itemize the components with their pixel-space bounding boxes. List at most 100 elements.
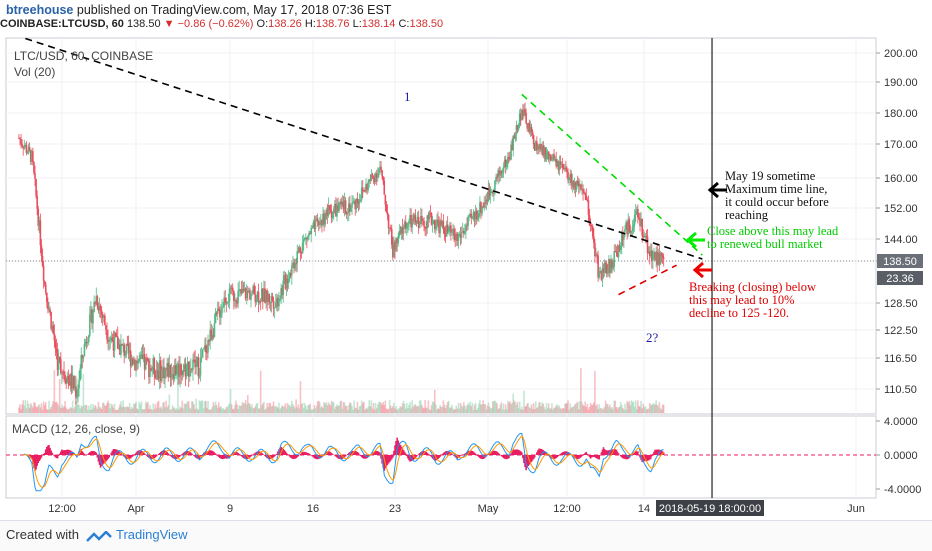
candle-body xyxy=(87,342,89,343)
candle-body xyxy=(300,248,302,253)
candle-body xyxy=(567,172,569,180)
candle-body xyxy=(272,296,274,301)
candle-body xyxy=(253,286,255,295)
candle-body xyxy=(35,179,37,196)
macd-histogram-bar xyxy=(405,453,407,455)
macd-histogram-bar xyxy=(558,455,560,456)
candle-body xyxy=(120,344,122,355)
wave-2-label: 2? xyxy=(646,330,659,345)
candle-body xyxy=(137,361,139,363)
candle-body xyxy=(19,138,21,139)
candle-body xyxy=(153,358,155,374)
macd-histogram-bar xyxy=(581,455,583,456)
candle-body xyxy=(616,251,618,253)
macd-histogram-bar xyxy=(201,455,203,456)
candle-body xyxy=(319,221,321,225)
candle-body xyxy=(41,245,43,256)
candle-body xyxy=(347,212,349,213)
candle-body xyxy=(311,228,313,229)
candle-body xyxy=(424,227,426,228)
macd-histogram-bar xyxy=(498,454,500,455)
macd-histogram-bar xyxy=(58,455,60,456)
candle-body xyxy=(467,217,469,226)
volume-bar xyxy=(59,379,61,413)
candle-body xyxy=(75,386,77,397)
candle-body xyxy=(77,388,79,396)
candle-body xyxy=(605,263,607,264)
time-note-line-1: May 19 sometime xyxy=(725,169,816,183)
candle-body xyxy=(444,228,446,234)
candle-body xyxy=(351,203,353,208)
candle-body xyxy=(26,145,28,153)
tradingview-brand-link[interactable]: TradingView xyxy=(116,527,188,542)
candle-body xyxy=(562,164,564,168)
candle-body xyxy=(36,196,38,209)
candle-body xyxy=(60,359,62,373)
candle-body xyxy=(268,294,270,302)
candle-body xyxy=(100,306,102,310)
candle-body xyxy=(580,185,582,190)
candle-body xyxy=(123,345,125,356)
price-chart[interactable]: 200.00190.00180.00170.00160.00152.00144.… xyxy=(0,0,932,520)
candle-body xyxy=(228,302,230,303)
candle-body xyxy=(598,272,600,277)
candle-body xyxy=(220,313,222,317)
candle-body xyxy=(604,263,606,273)
candle-body xyxy=(203,348,205,349)
candle-body xyxy=(207,340,209,353)
time-note-line-3: it could occur before xyxy=(725,195,829,209)
candle-body xyxy=(63,372,65,376)
candle-body xyxy=(478,213,480,218)
macd-pane-label: MACD (12, 26, close, 9) xyxy=(12,422,140,436)
macd-histogram-bar xyxy=(618,453,620,455)
candle-body xyxy=(104,316,106,326)
candle-body xyxy=(333,209,335,213)
candle-body xyxy=(303,239,305,242)
candle-body xyxy=(222,307,224,308)
candle-body xyxy=(44,281,46,284)
candle-body xyxy=(550,155,552,161)
macd-histogram-bar xyxy=(599,455,601,456)
candle-body xyxy=(388,215,390,228)
candle-body xyxy=(423,221,425,227)
candle-body xyxy=(105,325,107,330)
candle-body xyxy=(631,231,633,232)
candle-body xyxy=(461,232,463,238)
candle-body xyxy=(256,299,258,302)
candle-body xyxy=(164,369,166,379)
candle-body xyxy=(568,179,570,180)
candle-body xyxy=(360,200,362,201)
candle-body xyxy=(403,227,405,233)
candle-body xyxy=(278,300,280,306)
candle-body xyxy=(443,221,445,228)
candle-body xyxy=(620,246,622,250)
candle-body xyxy=(34,173,36,179)
candle-body xyxy=(54,333,56,340)
candle-body xyxy=(632,227,634,231)
candle-body xyxy=(382,177,384,181)
candle-body xyxy=(235,300,237,301)
candle-body xyxy=(507,157,509,164)
candle-body xyxy=(408,221,410,223)
candle-body xyxy=(565,168,567,170)
x-axis-label: 14 xyxy=(638,503,650,515)
macd-histogram-bar xyxy=(274,455,276,456)
candle-body xyxy=(612,267,614,269)
macd-histogram-bar xyxy=(587,454,589,455)
candle-body xyxy=(232,288,234,291)
candle-body xyxy=(386,205,388,212)
candle-body xyxy=(329,205,331,210)
candle-body xyxy=(161,369,163,381)
symbol-pane-label: LTC/USD, 60, COINBASE xyxy=(14,49,153,63)
candle-body xyxy=(195,364,197,367)
candle-body xyxy=(33,162,35,173)
bear-note-line-3: decline to 125 -120. xyxy=(689,306,789,320)
tradingview-logo-icon[interactable] xyxy=(86,531,112,543)
volume-pane-label: Vol (20) xyxy=(14,65,55,79)
candle-body xyxy=(592,227,594,237)
candle-body xyxy=(92,312,94,323)
candle-body xyxy=(453,229,455,236)
candle-body xyxy=(126,344,128,355)
macd-histogram-bar xyxy=(95,453,97,455)
candle-body xyxy=(589,215,591,225)
